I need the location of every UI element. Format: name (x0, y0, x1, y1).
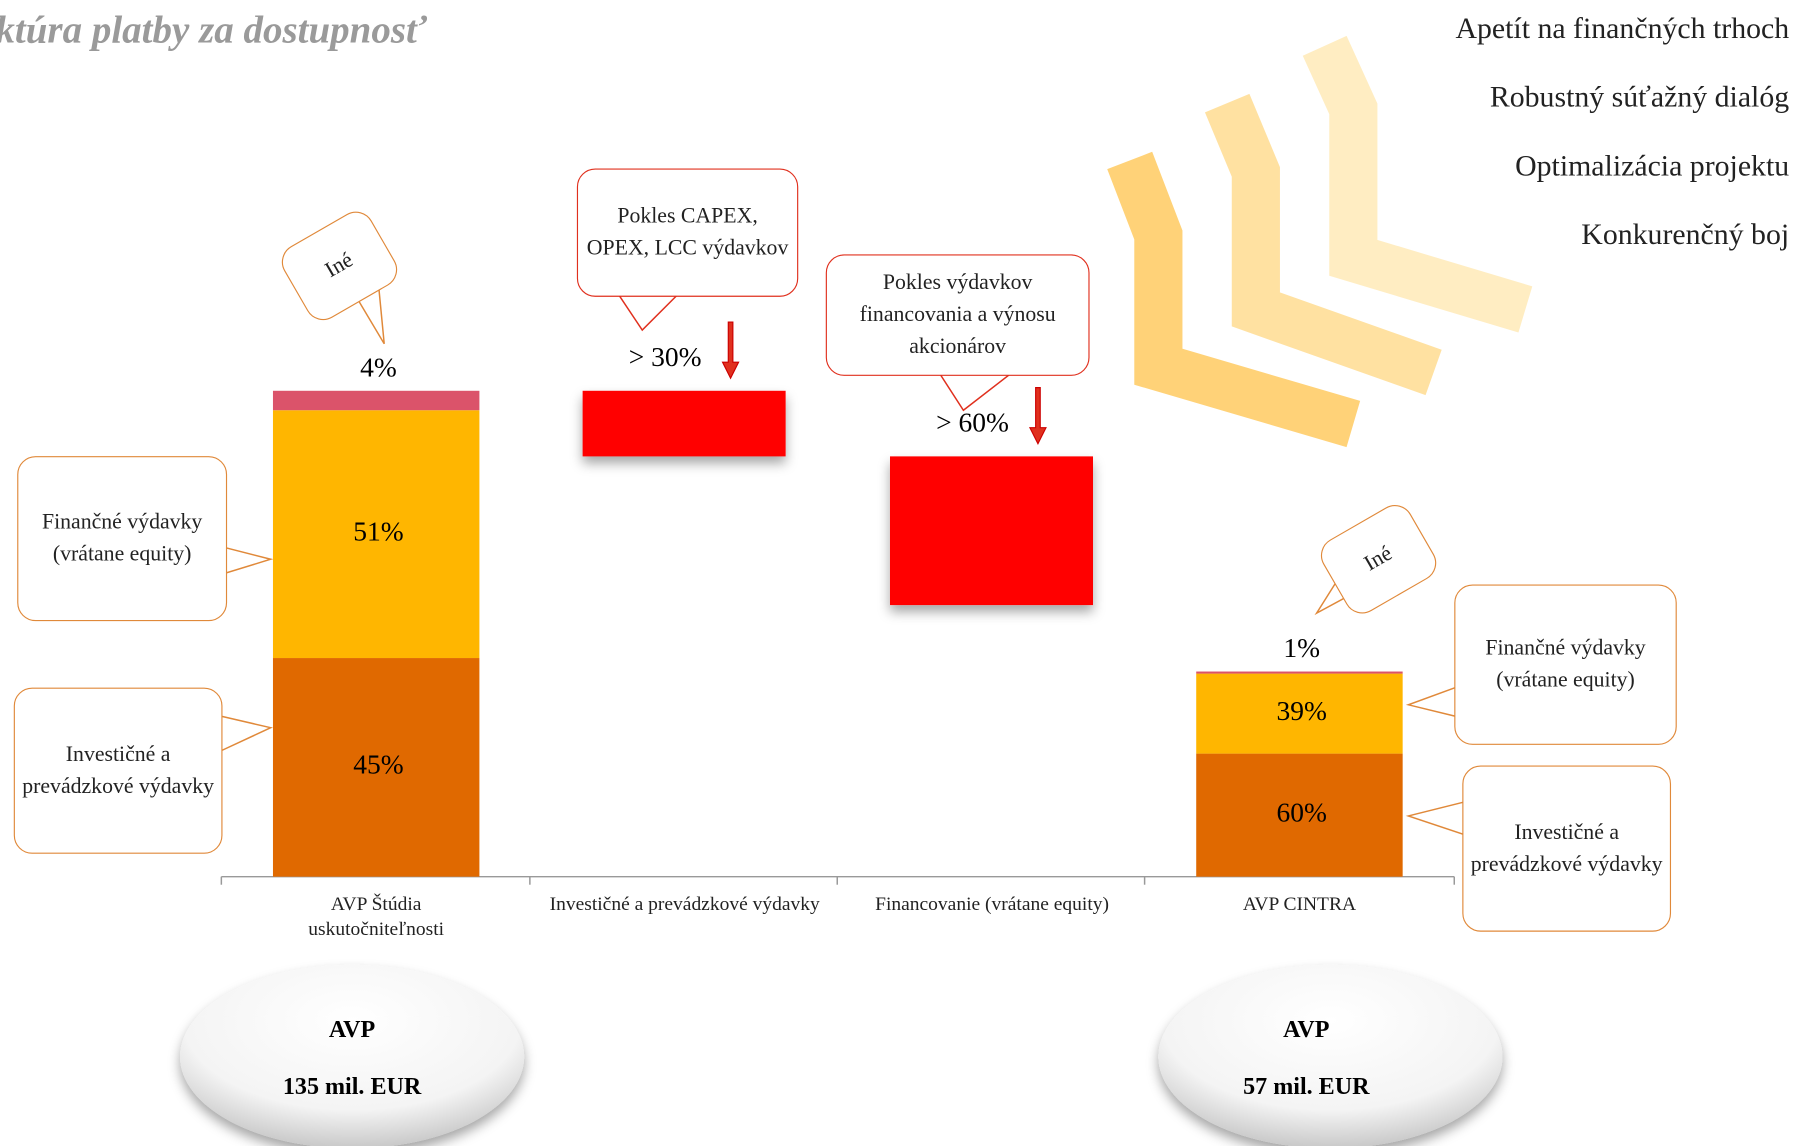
callout: Pokles CAPEX, OPEX, LCC výdavkov (576, 168, 799, 297)
x-tick-label: Financovanie (vrátane equity) (875, 892, 1109, 915)
side-item: Konkurenčný boj (1581, 217, 1790, 251)
bar-segment (272, 410, 480, 659)
x-tick-label: AVP Štúdia uskutočniteľnosti (308, 892, 445, 940)
bar-segment (1196, 673, 1403, 754)
chevrons (1107, 35, 1533, 448)
bar-segment (1196, 753, 1403, 877)
x-tick-label: AVP CINTRA (1242, 892, 1357, 915)
bar-segment (1196, 671, 1403, 674)
arrow (721, 321, 740, 380)
data-label: 51% (353, 515, 403, 546)
callout: Finančné výdavky (vrátane equity) (1454, 584, 1677, 745)
data-label: > 30% (629, 341, 702, 372)
data-label: 4% (360, 351, 397, 382)
callout: Pokles výdavkov financovania a výnosu ak… (825, 254, 1090, 376)
side-item: Optimalizácia projektu (1515, 148, 1790, 183)
total-label: 135 mil. EUR (283, 1074, 422, 1100)
bar-segment (272, 390, 480, 411)
subtitle: ktúra platby za dostupnosť (0, 9, 427, 52)
bar-segment (272, 658, 480, 877)
callout: Finančné výdavky (vrátane equity) (17, 456, 228, 622)
x-tick-label: Investičné a prevádzkové výdavky (549, 892, 820, 915)
reduction-bar (889, 456, 1093, 606)
axis (220, 875, 1456, 885)
data-label: 39% (1277, 695, 1327, 726)
side-item: Robustný súťažný dialóg (1489, 80, 1790, 114)
total-heading: AVP (1283, 1017, 1330, 1043)
data-label: 45% (353, 749, 403, 780)
reduction-bar (582, 390, 786, 457)
ellipses (180, 964, 1503, 1146)
total-heading: AVP (329, 1017, 376, 1043)
callout: Investičné a prevádzkové výdavky (13, 687, 223, 854)
data-label: 60% (1277, 796, 1327, 827)
arrow (1028, 387, 1047, 446)
side-item: Apetít na finančných trhoch (1455, 11, 1790, 45)
callout: Investičné a prevádzkové výdavky (1462, 765, 1672, 932)
data-label: > 60% (936, 407, 1009, 438)
data-label: 1% (1283, 632, 1320, 663)
total-label: 57 mil. EUR (1243, 1074, 1370, 1100)
